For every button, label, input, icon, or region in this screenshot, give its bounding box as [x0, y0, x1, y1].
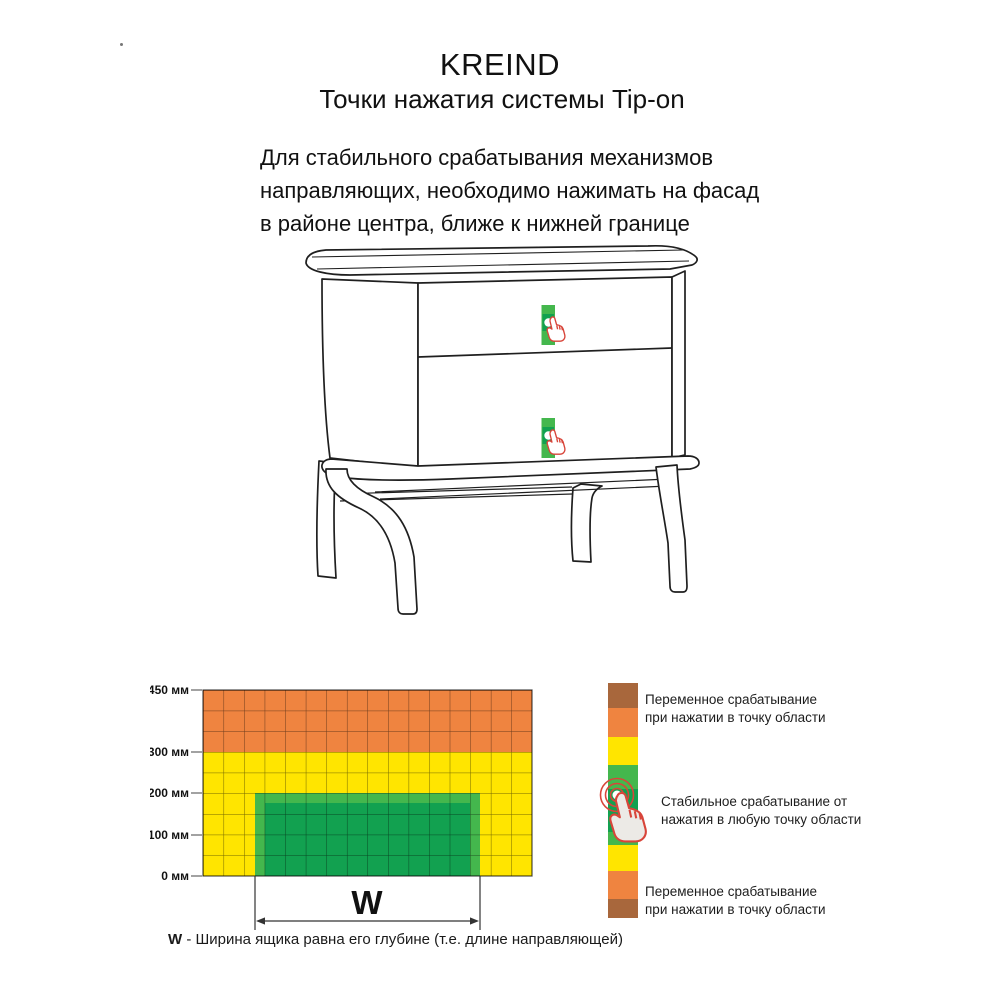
intro-line: Для стабильного срабатывания механизмов	[260, 145, 714, 170]
y-tick-label: 450 мм	[150, 683, 189, 697]
legend-item-variable-bottom: Переменное срабатывание при нажатии в то…	[645, 884, 826, 917]
leg-rear-right	[570, 483, 603, 563]
furniture-lines	[305, 244, 700, 615]
chart-caption: W - Ширина ящика равна его глубине (т.е.…	[168, 931, 623, 948]
y-axis	[191, 689, 202, 877]
stray-dot	[120, 43, 123, 46]
zone-rects	[202, 689, 533, 877]
drawer-divider	[417, 347, 673, 358]
legend-bar-segment	[608, 899, 638, 918]
leg-front-left	[325, 468, 418, 615]
legend-bar-segment	[608, 845, 638, 871]
legend-bar-segment	[608, 737, 638, 765]
nightstand-drawing	[305, 244, 700, 615]
base-frame	[321, 455, 700, 481]
page-subtitle: Точки нажатия системы Tip-on	[319, 84, 685, 114]
width-label: W	[351, 884, 383, 921]
legend-item-stable: Стабильное срабатывание от нажатия в люб…	[661, 794, 862, 827]
caption-w: W	[168, 931, 183, 948]
width-dimension	[254, 876, 481, 930]
top-panel	[305, 244, 698, 276]
y-tick-label: 300 мм	[150, 745, 189, 759]
page-title: KREIND	[439, 47, 561, 82]
legend-bar	[599, 683, 647, 918]
y-tick-label: 200 мм	[150, 786, 189, 800]
legend-press-icon	[599, 777, 647, 843]
y-tick-label: 100 мм	[150, 828, 189, 842]
side-edge	[671, 270, 686, 459]
legend-bar-segment	[608, 683, 638, 708]
legend-item-variable-top: Переменное срабатывание при нажатии в то…	[645, 692, 826, 725]
side-panel	[321, 278, 419, 469]
intro-line: направляющих, необходимо нажимать на фас…	[260, 178, 760, 203]
intro-paragraph: Для стабильного срабатывания механизмов …	[260, 141, 759, 240]
legend-bar-segment	[608, 871, 638, 899]
y-tick-label: 0 мм	[161, 869, 189, 883]
leg-front-right	[655, 464, 688, 593]
press-point-bottom-drawer	[541, 418, 566, 458]
grid-lines	[203, 690, 532, 876]
intro-line: в районе центра, ближе к нижней границе	[260, 211, 690, 236]
legend-bar-segment	[608, 708, 638, 737]
caption-text: - Ширина ящика равна его глубине (т.е. д…	[182, 931, 623, 948]
press-point-top-drawer	[541, 305, 566, 345]
press-zone-chart: 450 мм 300 мм 200 мм 100 мм 0 мм W	[150, 683, 533, 930]
